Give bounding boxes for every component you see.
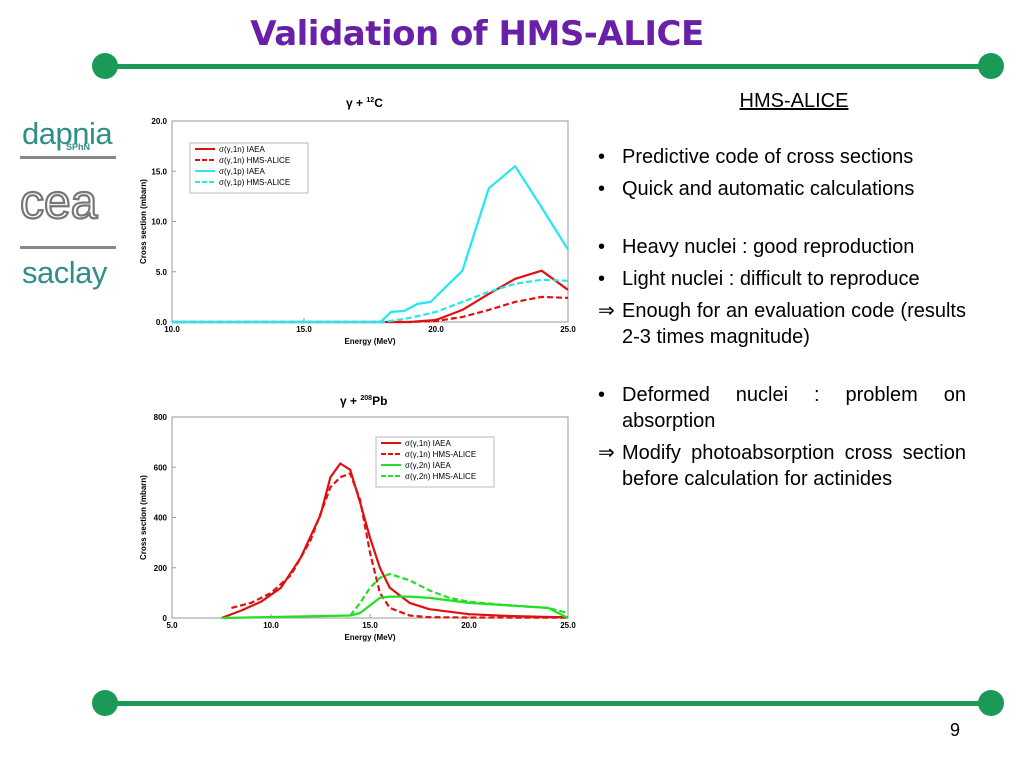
chart-legend: σ(γ,1n) IAEA σ(γ,1n) HMS-ALICE σ(γ,1p) IAE… [189,142,309,194]
chart1-title-element: C [374,96,383,110]
y-tick-label: 15.0 [151,167,167,176]
text-panel: HMS-ALICE • Predictive code of cross sec… [598,88,966,498]
y-tick-label: 200 [154,564,168,573]
spacer [598,208,966,234]
logo-divider-2 [20,246,116,249]
y-tick-label: 5.0 [156,268,168,277]
y-tick-label: 800 [154,413,168,422]
logo-divider [20,156,116,159]
legend-box [375,436,495,488]
x-axis-label: Energy (MeV) [344,337,395,346]
y-axis-label: Cross section (mbarn) [139,179,148,264]
chart-legend: σ(γ,1n) IAEA σ(γ,1n) HMS-ALICE σ(γ,2n) IAE… [375,436,495,488]
bullet-mark: • [598,146,606,168]
y-tick-label: 0.0 [156,318,168,327]
series-line [349,572,569,617]
implication-text: Enough for an evaluation code (results 2… [622,300,966,348]
y-tick-label: 0 [163,614,168,623]
bullet-item: • Light nuclei : difficult to reproduce [598,266,966,292]
chart1-title: γ + 12C [346,96,383,110]
y-tick-label: 20.0 [151,117,167,126]
x-tick-label: 10.0 [263,621,279,630]
legend-label: σ(γ,2n) HMS-ALICE [405,472,476,481]
bullet-mark: • [598,178,606,200]
chart1-title-gamma: γ [346,96,353,110]
y-tick-label: 10.0 [151,218,167,227]
bottom-rule [104,701,992,706]
slide-title: Validation of HMS-ALICE [250,14,704,54]
legend-label: σ(γ,1n) HMS-ALICE [219,156,290,165]
bullet-text: Heavy nuclei : good reproduction [622,236,915,258]
x-tick-label: 15.0 [362,621,378,630]
x-tick-label: 20.0 [428,325,444,334]
legend-label: σ(γ,2n) IAEA [405,461,452,470]
y-tick-label: 400 [154,514,168,523]
implication-item: ⇒ Enough for an evaluation code (results… [598,298,966,350]
x-tick-label: 20.0 [461,621,477,630]
bullet-mark: • [598,384,606,406]
chart2-title-mass: 208 [360,395,373,402]
x-tick-label: 25.0 [560,325,576,334]
legend-label: σ(γ,1p) IAEA [219,167,266,176]
saclay-logo: saclay [22,255,107,290]
x-axis-label: Energy (MeV) [344,633,395,642]
top-right-dot [978,53,1004,79]
bullet-text: Deformed nuclei : problem on absorption [622,384,966,432]
y-axis-label: Cross section (mbarn) [139,475,148,560]
x-tick-label: 10.0 [164,325,180,334]
bullet-item: • Quick and automatic calculations [598,176,966,202]
x-tick-label: 5.0 [166,621,178,630]
legend-label: σ(γ,1n) HMS-ALICE [405,450,476,459]
implication-arrow-icon: ⇒ [598,442,615,464]
spacer [598,356,966,382]
series-line [231,472,569,619]
x-tick-label: 15.0 [296,325,312,334]
chart2-title: γ + 208Pb [340,394,387,408]
bullet-text: Predictive code of cross sections [622,146,914,168]
series-line [172,278,569,324]
legend-label: σ(γ,1n) IAEA [219,145,266,154]
chart-lead-208: 0 200 400 600 800 5.0 10.0 15.0 20.0 25.0 Energy (… [139,413,576,642]
y-tick-label: 600 [154,463,168,472]
bullet-mark: • [598,236,606,258]
implication-arrow-icon: ⇒ [598,300,615,322]
bottom-right-dot [978,690,1004,716]
sphn-logo-text: SPhN [66,142,91,152]
series-line [172,295,569,324]
cea-logo-text: cea [20,180,98,226]
implication-text: Modify photoabsorption cross section bef… [622,442,966,490]
bullet-item: • Deformed nuclei : problem on absorptio… [598,382,966,434]
bullet-text: Quick and automatic calculations [622,178,915,200]
x-tick-label: 25.0 [560,621,576,630]
cea-logo: cea [20,180,99,226]
chart2-title-gamma: γ [340,394,347,408]
chart2-title-plus: + [350,394,358,408]
legend-label: σ(γ,1n) IAEA [405,439,452,448]
top-rule [104,64,992,69]
series-line [172,165,569,324]
legend-box [189,142,309,194]
bullet-item: • Heavy nuclei : good reproduction [598,234,966,260]
bullet-text: Light nuclei : difficult to reproduce [622,268,920,290]
chart1-title-plus: + [356,96,364,110]
panel-heading: HMS-ALICE [739,90,849,112]
page-number: 9 [950,720,961,740]
bullet-item: • Predictive code of cross sections [598,144,966,170]
plot-frame [171,416,569,619]
dapnia-logo: dapnia [22,116,113,151]
chart-carbon-12: 0.0 5.0 10.0 15.0 20.0 10.0 15.0 20.0 25.0 Energy… [139,117,576,346]
legend-label: σ(γ,1p) HMS-ALICE [219,178,290,187]
chart2-title-element: Pb [372,394,388,408]
bullet-mark: • [598,268,606,290]
chart1-title-mass: 12 [366,97,375,104]
implication-item: ⇒ Modify photoabsorption cross section b… [598,440,966,492]
